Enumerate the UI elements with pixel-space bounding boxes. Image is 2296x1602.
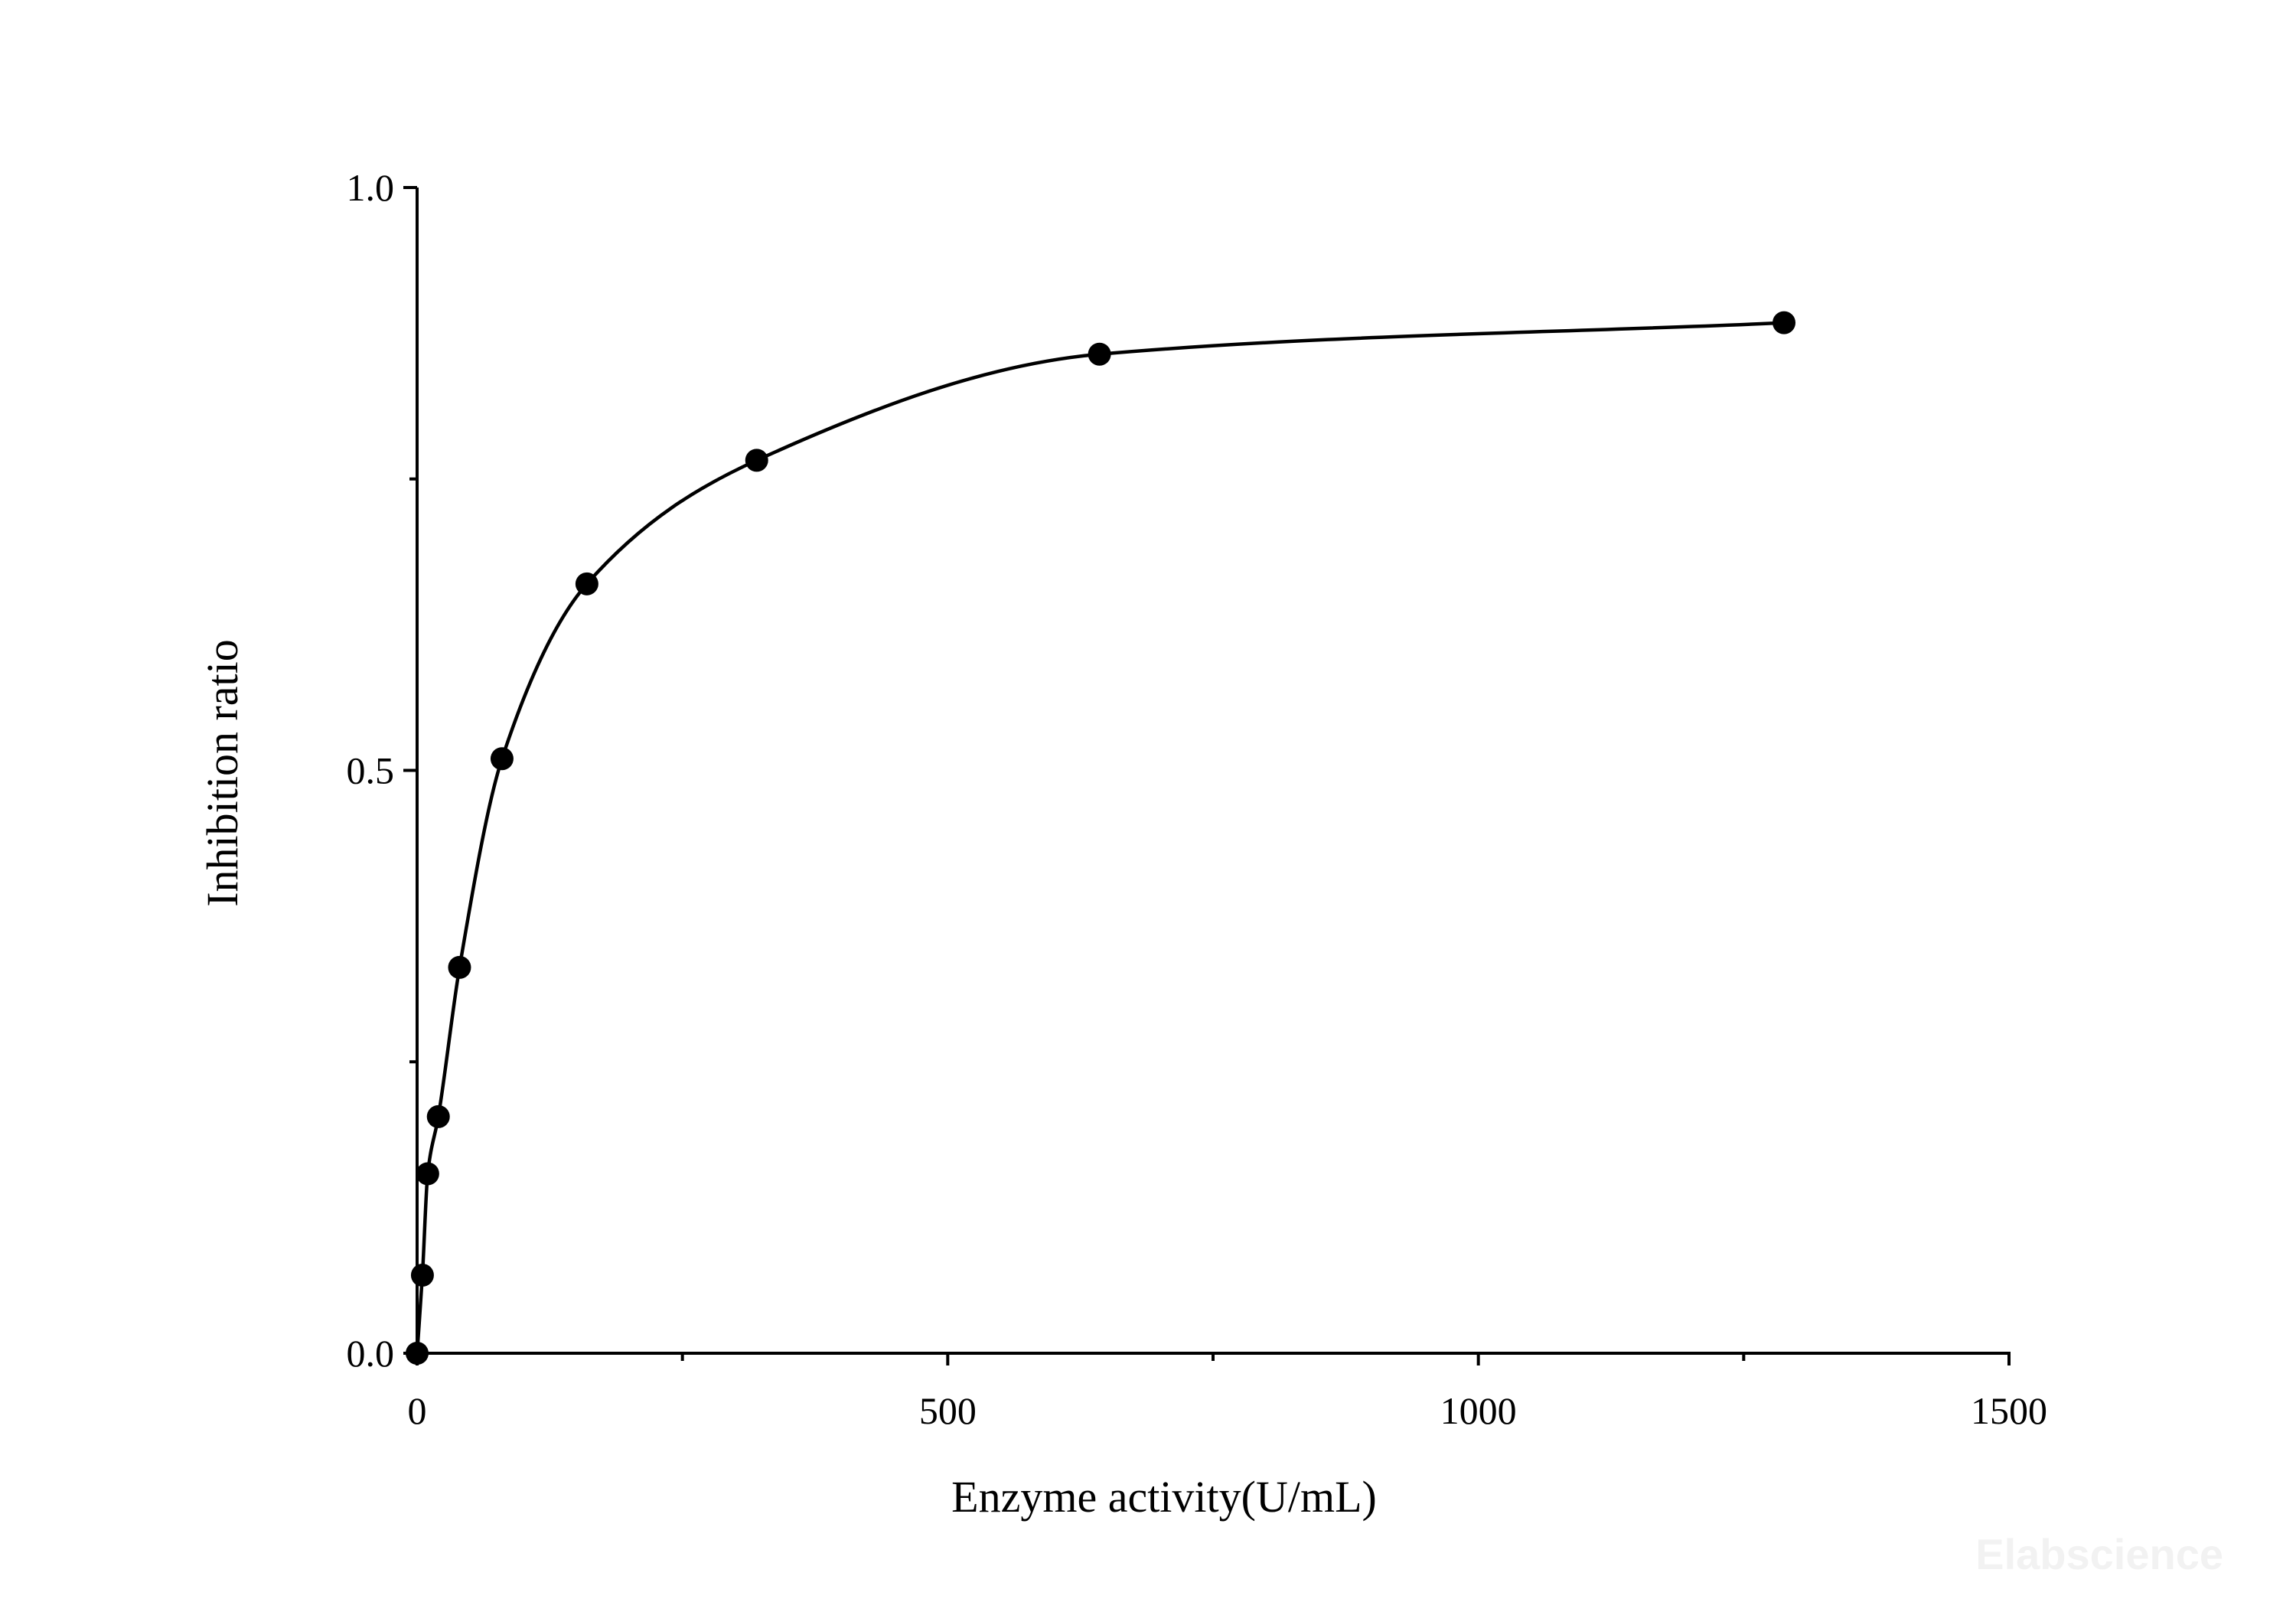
x-axis-title: Enzyme activity(U/mL) bbox=[951, 1472, 1377, 1522]
x-tick-label: 1500 bbox=[1971, 1389, 2047, 1432]
data-points-layer bbox=[406, 311, 1796, 1365]
y-tick-label: 0.5 bbox=[347, 749, 395, 792]
fit-curve-layer bbox=[415, 321, 1785, 1354]
x-tick-label: 0 bbox=[408, 1389, 427, 1432]
y-tick-label: 0.0 bbox=[347, 1332, 395, 1375]
data-point bbox=[745, 449, 768, 472]
fit-curve-line bbox=[415, 321, 1785, 1354]
y-tick-label: 1.0 bbox=[347, 166, 395, 209]
data-point bbox=[426, 1104, 450, 1128]
x-tick-label: 1000 bbox=[1440, 1389, 1517, 1432]
data-point bbox=[490, 747, 514, 771]
data-point bbox=[1088, 342, 1111, 366]
data-point bbox=[1773, 311, 1796, 334]
x-tick-label: 500 bbox=[919, 1389, 977, 1432]
data-point bbox=[410, 1263, 434, 1287]
axes: 0 500 1000 1500 0.0 0.5 1.0 bbox=[347, 166, 2048, 1432]
data-point bbox=[406, 1342, 429, 1365]
data-point bbox=[448, 955, 471, 979]
data-point bbox=[575, 572, 598, 595]
y-axis-title: Inhibition ratio bbox=[197, 639, 247, 907]
data-point bbox=[416, 1162, 439, 1186]
watermark-logo: Elabscience bbox=[1975, 1530, 2223, 1578]
